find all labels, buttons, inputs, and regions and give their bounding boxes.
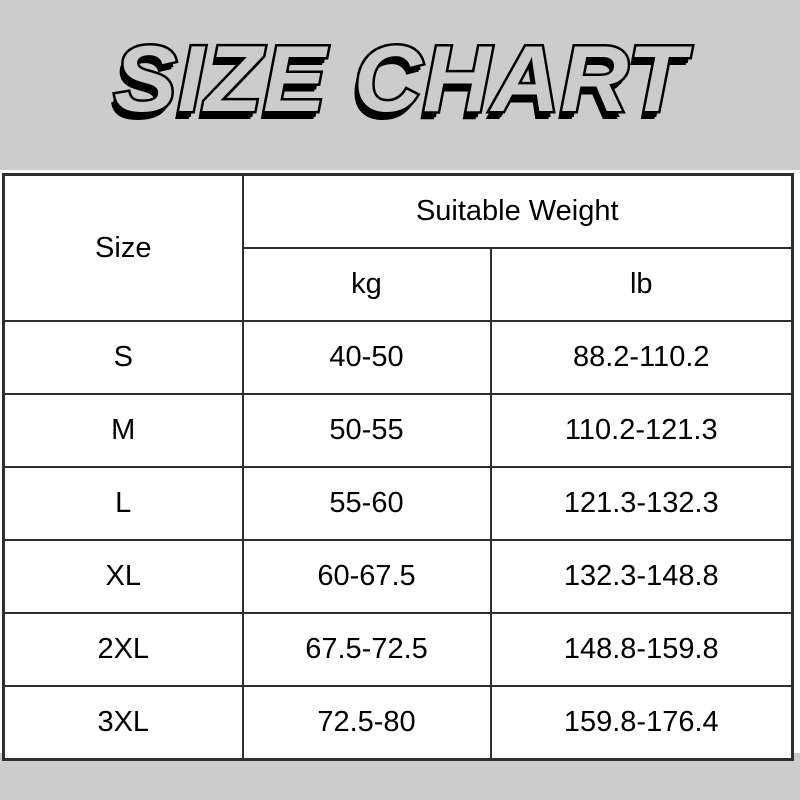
- kg-header-cell: kg: [241, 247, 492, 322]
- table-row: S 40-50 88.2-110.2: [2, 320, 794, 395]
- table-row: 2XL 67.5-72.5 148.8-159.8: [2, 612, 794, 687]
- lb-value-cell: 121.3-132.3: [489, 466, 794, 541]
- lb-value-cell: 88.2-110.2: [489, 320, 794, 395]
- size-cell: S: [2, 320, 244, 395]
- size-cell: 3XL: [2, 685, 244, 761]
- lb-value-cell: 110.2-121.3: [489, 393, 794, 468]
- table-row: M 50-55 110.2-121.3: [2, 393, 794, 468]
- kg-value-cell: 72.5-80: [241, 685, 492, 761]
- lb-header-cell: lb: [489, 247, 794, 322]
- table-row: 3XL 72.5-80 159.8-176.4: [2, 685, 794, 761]
- size-cell: XL: [2, 539, 244, 614]
- lb-value-cell: 159.8-176.4: [489, 685, 794, 761]
- size-cell: L: [2, 466, 244, 541]
- kg-value-cell: 60-67.5: [241, 539, 492, 614]
- lb-value-cell: 148.8-159.8: [489, 612, 794, 687]
- size-header-cell: Size: [2, 173, 244, 322]
- header-row-group: Size Suitable Weight: [2, 173, 794, 322]
- kg-value-cell: 40-50: [241, 320, 492, 395]
- kg-value-cell: 50-55: [241, 393, 492, 468]
- page-title: SIZE CHART: [111, 26, 687, 131]
- suitable-weight-header-cell: Suitable Weight: [241, 173, 794, 249]
- table-row: L 55-60 121.3-132.3: [2, 466, 794, 541]
- size-cell: M: [2, 393, 244, 468]
- size-cell: 2XL: [2, 612, 244, 687]
- lb-value-cell: 132.3-148.8: [489, 539, 794, 614]
- title-band: SIZE CHART: [0, 0, 800, 170]
- table-row: XL 60-67.5 132.3-148.8: [2, 539, 794, 614]
- kg-value-cell: 55-60: [241, 466, 492, 541]
- size-table: Size Suitable Weight kg lb S 40-50 88.2-…: [2, 173, 794, 761]
- header-row-units: kg lb: [4, 247, 794, 322]
- kg-value-cell: 67.5-72.5: [241, 612, 492, 687]
- size-table-panel: Size Suitable Weight kg lb S 40-50 88.2-…: [0, 170, 800, 761]
